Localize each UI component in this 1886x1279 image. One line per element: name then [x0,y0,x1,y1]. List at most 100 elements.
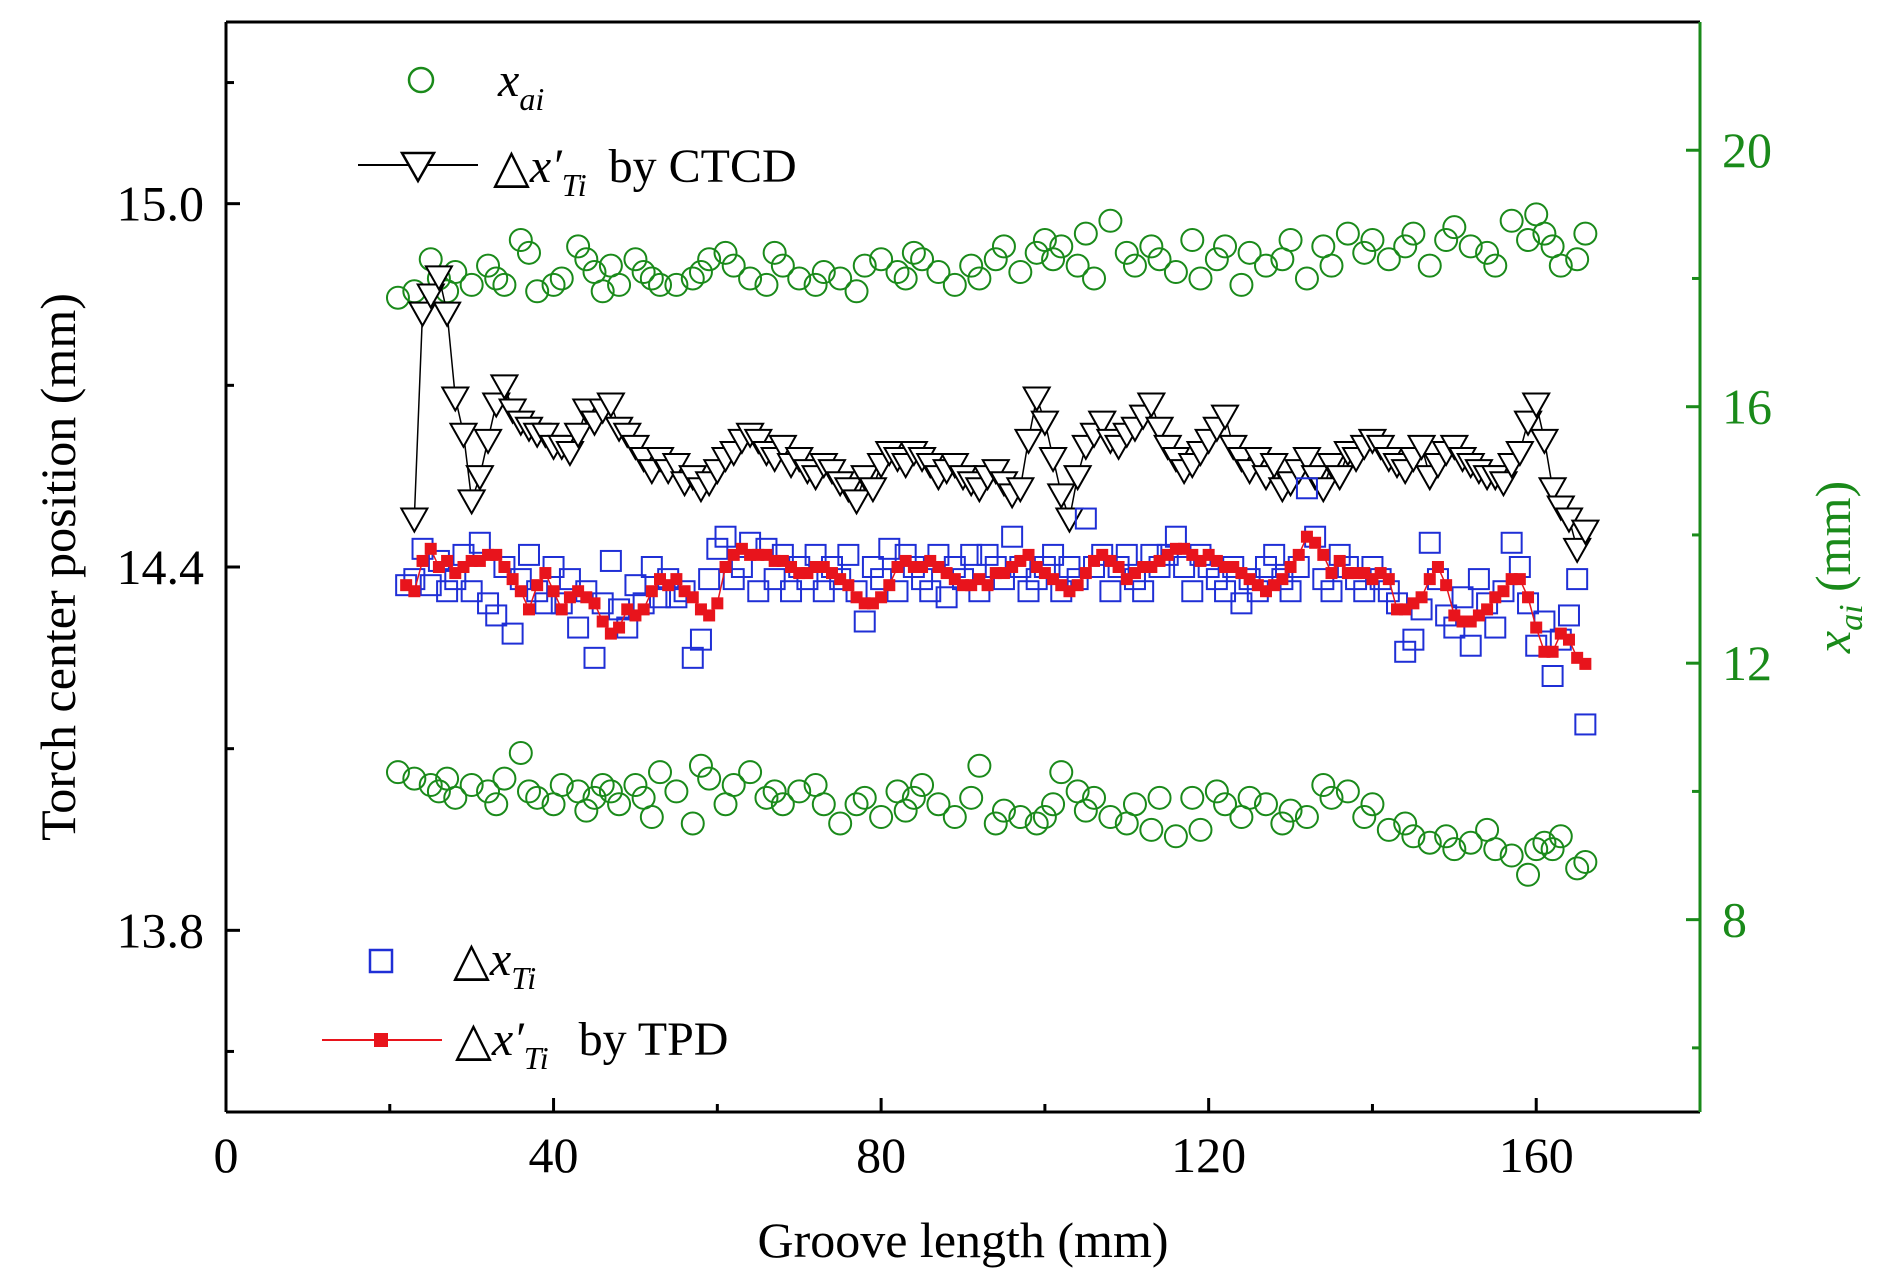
xai-point [991,798,1016,823]
tpd-point [1481,603,1494,616]
dxti-point [1492,580,1515,603]
series-3 [395,477,1597,736]
xai-point [697,766,722,791]
tpd-point [588,597,601,610]
tpd-point [637,603,650,616]
xai-point [549,266,574,291]
tpd-point [408,585,421,598]
xai-point [1548,253,1573,278]
xai-point [1204,247,1229,272]
dxti-point [1566,568,1589,591]
xai-point [1008,260,1033,285]
ctcd-point [1570,519,1601,546]
ctcd-point [1005,477,1036,504]
ctcd-point [1488,471,1519,498]
dxti-point [706,537,729,560]
legend-xai-label: xai [497,54,544,117]
xai-point [1352,805,1377,830]
xai-point [1213,234,1238,259]
xai-point [844,279,869,304]
xai-point [754,272,779,297]
xai-point [1393,234,1418,259]
dxti-point [1312,568,1335,591]
legend-ctcd-sub: Ti [562,167,587,203]
xai-point [983,811,1008,836]
tpd-point [514,585,527,598]
tpd-point [506,573,519,586]
series-4 [400,530,1592,670]
xai-point [762,240,787,265]
tpd-point [1022,548,1035,561]
y2-title-unit: (mm) [1805,481,1861,605]
dxti-point [1254,556,1277,578]
xai-point [1499,843,1524,868]
tpd-point [703,609,716,622]
xai-point [566,234,591,259]
xai-point [1147,247,1172,272]
dxti-point [1459,634,1482,657]
ctcd-point [1046,483,1076,510]
ctcd-point [416,283,446,310]
legend-bottom: △xTi △x′Ti by TPD [322,933,728,1076]
tpd-point [424,542,437,555]
xai-point [910,247,935,272]
dxti-point [468,531,491,554]
dxti-point [1353,580,1376,603]
xai-point [1442,837,1467,862]
xai-point [1565,247,1590,272]
dxti-point [436,580,459,603]
xai-point [1188,817,1213,842]
ctcd-point [1144,416,1175,443]
y-ticks: 13.8 14.4 15.0 [117,81,240,1053]
tpd-point [1415,591,1428,604]
y-tick-label: 13.8 [117,902,205,958]
dxti-point [1205,568,1228,591]
xai-point [476,253,501,278]
ctcd-point [399,507,430,534]
xai-point [1548,824,1573,849]
ctcd-point [1259,453,1289,480]
xai-point [1319,253,1344,278]
ctcd-point [465,465,495,492]
tpd-point [441,554,454,567]
dxti-point [1214,580,1237,603]
xai-point [721,253,746,278]
xai-point [1442,215,1467,240]
dxti-point [1525,634,1548,657]
xai-point [582,785,607,810]
xai-point [688,753,713,778]
xai-point [893,798,918,823]
legend-xai-marker [407,66,435,94]
xai-point [811,260,836,285]
xai-point [1073,798,1098,823]
ctcd-point [424,265,454,292]
legend-dxti-marker [368,948,394,974]
xai-point [574,247,599,272]
dxti-point [485,604,508,627]
xai-point [1122,253,1147,278]
xai-point [721,773,746,797]
ctcd-point [456,489,487,516]
tpd-point [1440,579,1453,592]
xai-point [492,272,517,297]
tpd-point [1325,567,1338,580]
dxti-point [1402,628,1425,651]
xai-point [1139,234,1164,259]
xai-point [623,247,648,272]
xai-point [516,779,541,804]
ctcd-point [489,374,520,401]
xai-point [713,240,738,265]
xai-point [639,805,664,830]
xai-point [852,253,877,278]
xai-point [484,792,509,817]
xai-point [385,285,410,310]
dxti-point [477,592,500,615]
legend-dxti-sub: Ti [511,960,536,996]
xai-point [680,266,705,291]
legend-ctcd-symbol: △x′ [493,140,563,193]
xai-point [443,785,468,810]
ctcd-point [1021,386,1052,413]
xai-point [1073,221,1098,246]
ctcd-point [1562,537,1592,564]
tpd-point [645,585,658,598]
